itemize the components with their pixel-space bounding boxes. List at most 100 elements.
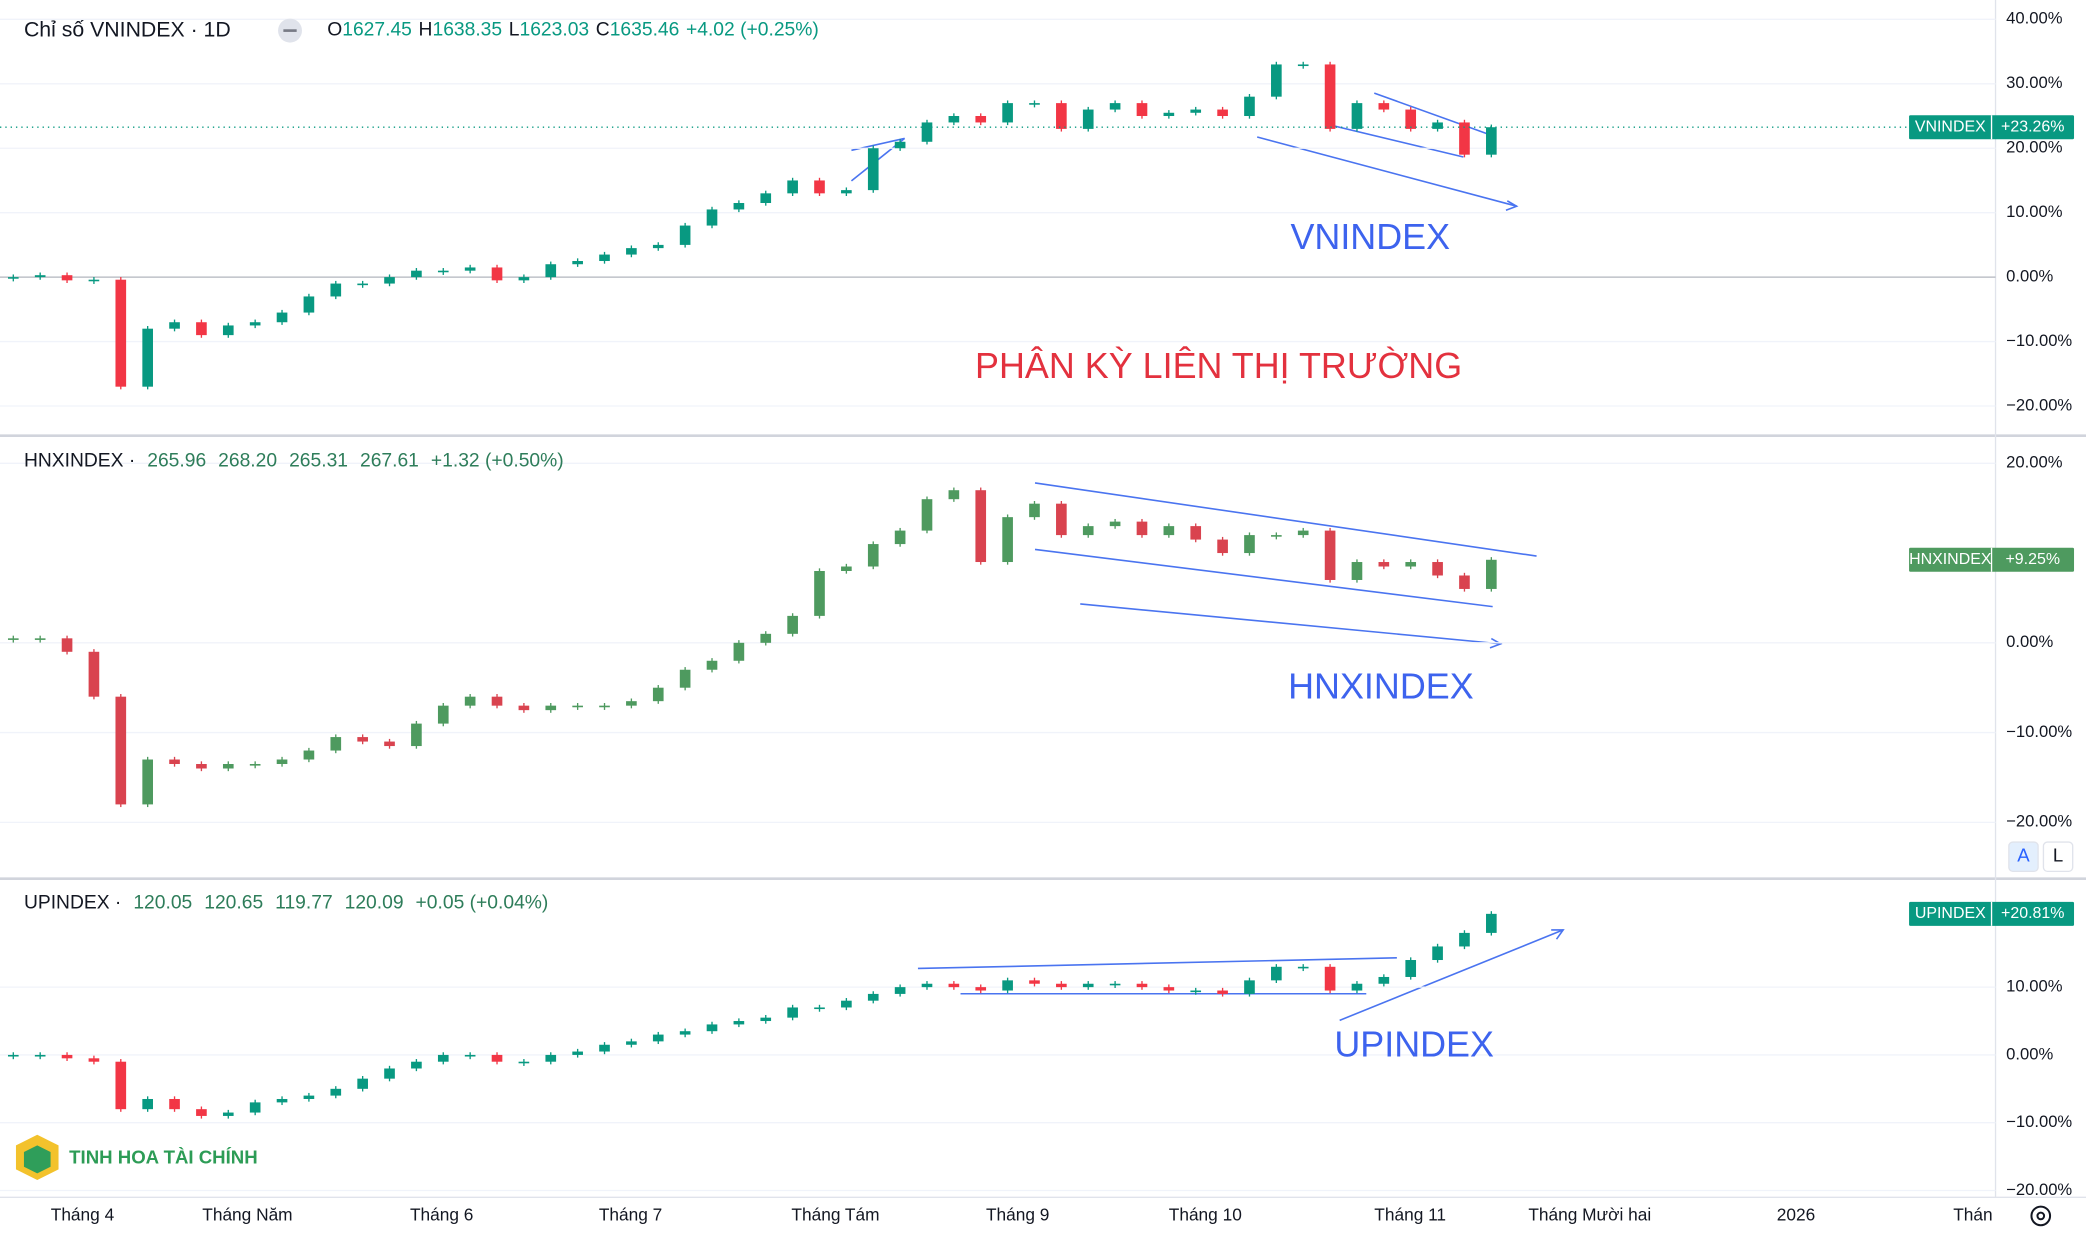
candle (518, 1061, 530, 1064)
ohlc-prefix: C (596, 20, 610, 41)
candle (814, 180, 825, 194)
candle (491, 1054, 503, 1062)
candle (679, 1031, 691, 1035)
candle (222, 764, 234, 769)
settings-icon[interactable] (2030, 1205, 2052, 1227)
last-value-label: +20.81% (2001, 905, 2064, 922)
candle (249, 1102, 261, 1113)
candle (1271, 535, 1282, 537)
trend-line (1034, 548, 1493, 608)
scale-button-label[interactable]: L (2053, 845, 2063, 866)
settings-icon[interactable] (2030, 1205, 2052, 1227)
candle (437, 705, 449, 724)
candle (437, 270, 449, 273)
candle (760, 193, 772, 204)
candle (894, 530, 906, 545)
candle (679, 669, 691, 688)
legend-text: 119.77 (275, 892, 333, 913)
ohlc-prefix: O (327, 20, 342, 41)
arrow-head (1489, 637, 1503, 649)
trend-line (1034, 482, 1537, 557)
candle (169, 322, 180, 329)
trend-line (1080, 603, 1501, 645)
legend-text: 268.20 (218, 451, 277, 472)
candle (1486, 913, 1497, 933)
candle (411, 1061, 422, 1069)
candle (1056, 983, 1067, 988)
candle (814, 1007, 825, 1010)
candle (760, 1017, 772, 1022)
y-tick-label: −10.00% (2006, 1112, 2072, 1131)
candle (1297, 530, 1309, 536)
ohlc-prefix: H (419, 20, 433, 41)
candle (652, 1034, 664, 1042)
candle (249, 764, 261, 766)
candle (115, 279, 127, 387)
candle (733, 642, 745, 661)
candle (61, 1054, 73, 1059)
candle (706, 660, 718, 670)
candle (1432, 562, 1443, 576)
pane-legend: Chỉ số VNINDEX · 1D (24, 17, 231, 41)
candle (1297, 64, 1309, 67)
candle (1244, 980, 1255, 994)
legend-text: 265.96 (147, 451, 206, 472)
candle (1163, 112, 1175, 117)
scale-button[interactable] (2042, 841, 2074, 873)
candle (1405, 109, 1417, 129)
annotation: PHÂN KỲ LIÊN THỊ TRƯỜNG (975, 345, 1462, 386)
candle (1056, 503, 1067, 536)
scale-button-label[interactable]: A (2017, 845, 2030, 866)
candle (491, 696, 503, 706)
candle (733, 1021, 745, 1025)
candle (1351, 983, 1363, 991)
candle (652, 687, 664, 702)
y-tick-label: −20.00% (2006, 812, 2072, 831)
candle (1297, 966, 1309, 969)
candle (169, 1098, 180, 1110)
pane-legend: HNXINDEX · 265.96 268.20 265.31 267.61 +1.32 … (24, 451, 564, 472)
candle (1190, 990, 1202, 993)
candle (276, 759, 288, 765)
candle (464, 1054, 476, 1057)
candle (733, 203, 745, 210)
candle (303, 750, 315, 760)
candle (760, 633, 772, 643)
candle (61, 638, 73, 652)
x-tick-label: Tháng Năm (202, 1204, 292, 1224)
x-tick-label: Tháng 6 (410, 1204, 473, 1224)
arrow-head (1505, 200, 1519, 211)
candle (169, 759, 180, 765)
candle (411, 270, 422, 278)
candle (626, 248, 637, 255)
candle (1432, 946, 1443, 961)
candle (1082, 983, 1094, 988)
candle (276, 312, 288, 323)
candle (1351, 562, 1363, 580)
candle (1217, 109, 1228, 117)
candle (7, 1054, 19, 1057)
ohlc-value: +4.02 (+0.25%) (686, 20, 819, 41)
ohlc-value: 1627.45 (342, 20, 412, 41)
candle (222, 1112, 234, 1116)
candle (1244, 96, 1255, 117)
candle (1324, 64, 1336, 129)
trend-line (1373, 92, 1493, 137)
scale-button[interactable] (2008, 841, 2039, 873)
candle (196, 764, 207, 769)
last-value-label: +23.26% (2001, 118, 2064, 135)
legend-text: 120.09 (345, 892, 404, 913)
pane-legend: UPINDEX · 120.05 120.65 119.77 120.09 +0.05 (… (24, 892, 548, 913)
candle (142, 759, 153, 805)
candle (975, 490, 987, 563)
candle (948, 490, 960, 500)
candle (1029, 103, 1040, 105)
x-tick-label: Tháng Mười hai (1528, 1204, 1651, 1224)
candle (545, 1054, 557, 1062)
candle (1459, 575, 1470, 589)
candle (1056, 103, 1067, 129)
candle (1217, 990, 1228, 994)
candle (1324, 530, 1336, 580)
